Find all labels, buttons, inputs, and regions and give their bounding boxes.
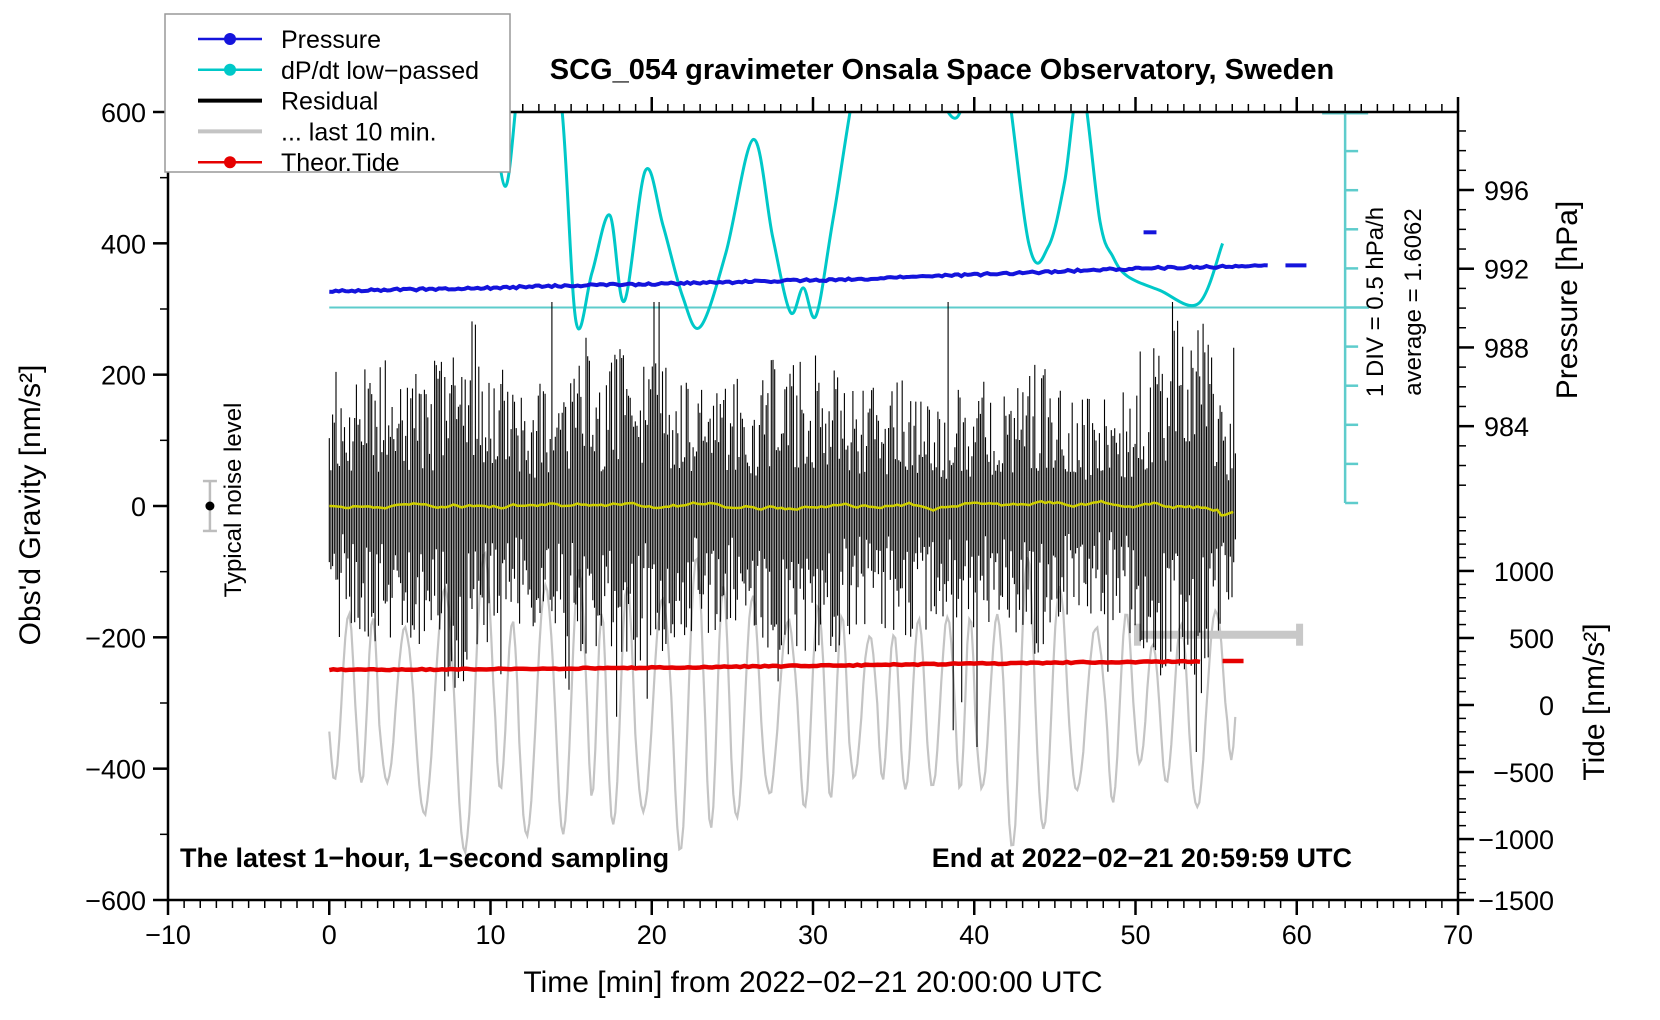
legend-label: Theor.Tide bbox=[281, 149, 400, 177]
x-axis-title: Time [min] from 2022−02−21 20:00:00 UTC bbox=[523, 966, 1102, 999]
x-tick-label: 10 bbox=[475, 920, 505, 950]
pressure-tick-label: 996 bbox=[1484, 176, 1529, 206]
gravity-tick-label: −200 bbox=[85, 623, 146, 653]
gravity-tick-label: −600 bbox=[85, 886, 146, 916]
tide-tick-label: −500 bbox=[1493, 758, 1554, 788]
legend-item: Theor.Tide bbox=[198, 149, 400, 177]
tide-tick-label: 0 bbox=[1539, 691, 1554, 721]
tide-tick-label: −1500 bbox=[1478, 886, 1554, 916]
pressure-axis-title: Pressure [hPa] bbox=[1551, 201, 1584, 399]
legend-label: Pressure bbox=[281, 26, 381, 54]
x-tick-label: 50 bbox=[1120, 920, 1150, 950]
x-tick-label: 60 bbox=[1282, 920, 1312, 950]
sampling-note: The latest 1−hour, 1−second sampling bbox=[180, 843, 669, 873]
pressure-curve bbox=[329, 263, 1268, 294]
axes: −10 0 10 20 30 40 50 60 70 600 400 200 0 −200 −400 −600… bbox=[85, 97, 1554, 950]
pressure-tick-label: 988 bbox=[1484, 333, 1529, 363]
dpdt-curve bbox=[492, 112, 1225, 331]
legend: Pressure dP/dt low−passed Residual... last… bbox=[164, 13, 511, 177]
gravity-tick-label: 200 bbox=[101, 361, 146, 391]
x-tick-label: −10 bbox=[145, 920, 191, 950]
theor-tide-curve bbox=[328, 658, 1201, 673]
page-title: SCG_054 gravimeter Onsala Space Observat… bbox=[550, 54, 1334, 86]
gravity-tick-label: 600 bbox=[101, 98, 146, 128]
x-tick-label: 70 bbox=[1443, 920, 1473, 950]
residual-lowpass-curve bbox=[329, 499, 1234, 517]
residual-curve bbox=[328, 302, 1236, 752]
legend-item: Pressure bbox=[198, 26, 381, 54]
div-scale-note: 1 DIV = 0.5 hPa/h bbox=[1362, 207, 1389, 397]
legend-marker-dot bbox=[224, 33, 236, 45]
end-time-note: End at 2022−02−21 20:59:59 UTC bbox=[932, 843, 1352, 873]
legend-label: ... last 10 min. bbox=[281, 118, 437, 146]
legend-marker-dot bbox=[224, 63, 236, 76]
x-tick-label: 30 bbox=[798, 920, 828, 950]
typical-noise-label: Typical noise level bbox=[220, 403, 247, 598]
pressure-tick-label: 984 bbox=[1484, 412, 1529, 442]
pressure-tick-label: 992 bbox=[1484, 255, 1529, 285]
last10min-window-bar bbox=[1134, 623, 1304, 646]
legend-label: Residual bbox=[281, 88, 378, 116]
dpdt-scale-layer bbox=[329, 110, 1370, 505]
noise-level-marker bbox=[202, 479, 217, 533]
legend-item: dP/dt low−passed bbox=[198, 57, 479, 85]
average-note: average = 1.6062 bbox=[1400, 208, 1427, 396]
legend-box bbox=[164, 13, 511, 173]
gravity-tick-label: 400 bbox=[101, 229, 146, 259]
tide-tick-label: −1000 bbox=[1478, 825, 1554, 855]
legend-item: Residual bbox=[198, 88, 378, 116]
tide-tick-label: 1000 bbox=[1494, 557, 1554, 587]
x-tick-label: 20 bbox=[637, 920, 667, 950]
gravity-tick-label: 0 bbox=[131, 492, 146, 522]
tide-tick-label: 500 bbox=[1509, 624, 1554, 654]
legend-marker-dot bbox=[224, 156, 236, 169]
legend-label: dP/dt low−passed bbox=[281, 57, 479, 85]
x-tick-label: 40 bbox=[959, 920, 989, 950]
tide-axis-title: Tide [nm/s²] bbox=[1578, 623, 1611, 780]
x-tick-label: 0 bbox=[322, 920, 337, 950]
legend-item: ... last 10 min. bbox=[198, 118, 437, 146]
gravity-axis-title: Obs'd Gravity [nm/s²] bbox=[14, 365, 47, 646]
axes-layer: −10 0 10 20 30 40 50 60 70 600 400 200 0 −200 −400 −600… bbox=[85, 13, 1554, 950]
gravity-tick-label: −400 bbox=[85, 755, 146, 785]
series-layer bbox=[202, 112, 1307, 857]
